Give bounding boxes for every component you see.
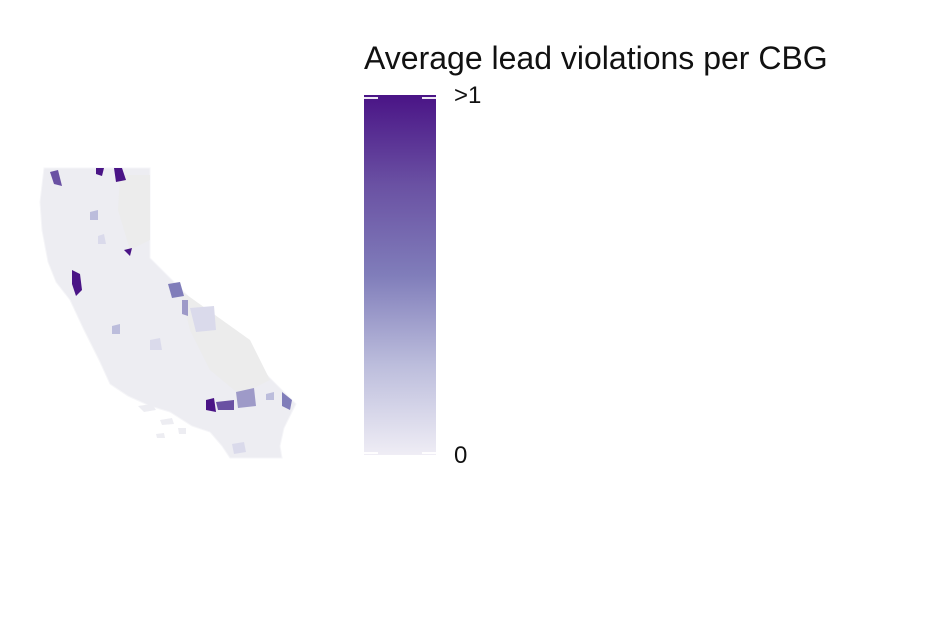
colorbar-min-label: 0 bbox=[454, 442, 468, 469]
cbg-low-6 bbox=[112, 324, 120, 334]
cbg-mid-2 bbox=[72, 270, 82, 296]
cbg-low-2 bbox=[182, 300, 188, 316]
cbg-low-4 bbox=[90, 210, 98, 220]
colorbar-tick-bottom-left bbox=[364, 452, 378, 454]
cbg-low-1 bbox=[168, 282, 184, 298]
cbg-la-1 bbox=[206, 398, 216, 412]
colorbar-max-label: >1 bbox=[454, 82, 482, 109]
cbg-east-2 bbox=[266, 392, 274, 400]
island-2 bbox=[160, 418, 174, 425]
colorbar-tick-top-right bbox=[422, 97, 436, 99]
colorbar-tick-bottom-right bbox=[422, 452, 436, 454]
cbg-low-3 bbox=[190, 306, 216, 332]
legend-title: Average lead violations per CBG bbox=[364, 40, 828, 76]
colorbar bbox=[364, 95, 436, 455]
island-3 bbox=[178, 428, 186, 434]
colorbar-tick-top-left bbox=[364, 97, 378, 99]
cbg-east-1 bbox=[282, 392, 292, 410]
cbg-la-3 bbox=[236, 388, 256, 408]
no-data-area-north bbox=[118, 175, 150, 250]
cbg-high-2 bbox=[114, 168, 126, 182]
cbg-low-5 bbox=[98, 234, 106, 244]
cbg-mid-3 bbox=[124, 248, 132, 256]
cbg-la-2 bbox=[216, 400, 234, 410]
cbg-south-1 bbox=[232, 442, 246, 454]
cbg-high-1 bbox=[96, 168, 104, 176]
cbg-low-7 bbox=[150, 338, 162, 350]
cbg-mid-1 bbox=[50, 170, 62, 186]
island-1 bbox=[138, 404, 156, 412]
island-4 bbox=[156, 433, 165, 438]
california-state-shape bbox=[39, 167, 297, 459]
